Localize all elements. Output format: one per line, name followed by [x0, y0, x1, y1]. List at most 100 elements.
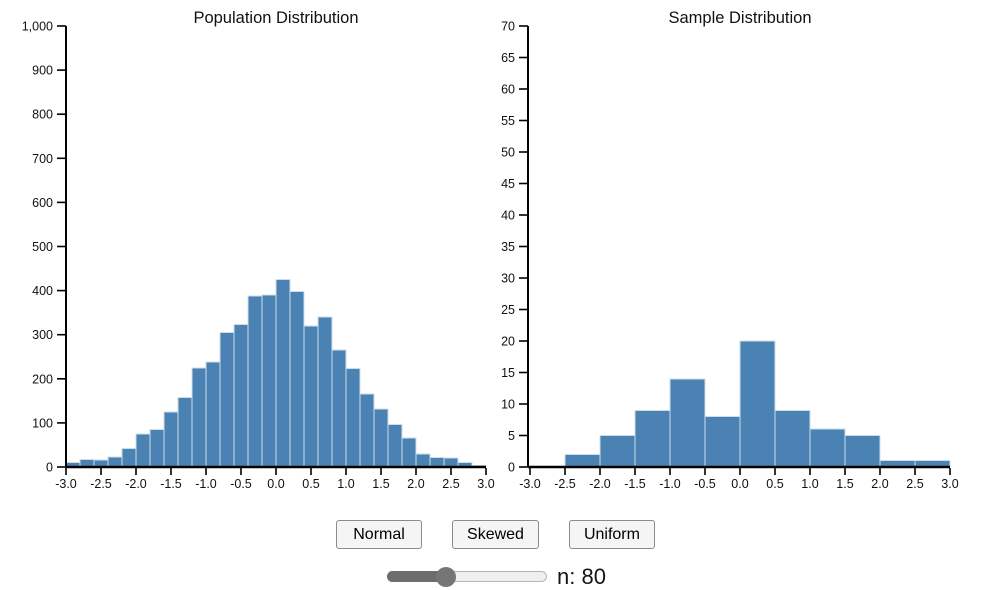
x-tick-label: 1.5	[836, 477, 853, 491]
histogram-bar	[844, 435, 881, 468]
slider-thumb[interactable]	[436, 567, 457, 587]
histogram-bar	[247, 295, 263, 468]
y-tick-label: 500	[32, 240, 53, 254]
charts-canvas: Population Distribution01002003004005006…	[22, 9, 959, 491]
x-tick-label: 0.5	[302, 477, 319, 491]
y-tick-label: 700	[32, 152, 53, 166]
x-tick-label: 2.5	[442, 477, 459, 491]
y-tick-label: 800	[32, 108, 53, 122]
sample-distribution-chart: Sample Distribution 0 5 10 15 20 25 30 35 40 45 50 5…	[501, 9, 959, 491]
uniform-button[interactable]: Uniform	[568, 520, 655, 549]
x-tick-label: 1.0	[337, 477, 354, 491]
histogram-bar	[564, 453, 601, 468]
y-tick-label: 60	[501, 83, 515, 97]
histogram-bar	[289, 291, 305, 468]
distribution-buttons: Normal Skewed Uniform	[0, 520, 991, 549]
histogram-bar	[373, 408, 389, 468]
histogram-bar	[429, 456, 445, 468]
y-tick-label: 20	[501, 335, 515, 349]
y-tick-label: 1,000	[22, 20, 53, 34]
histogram-bar	[669, 378, 706, 468]
y-tick-label: 70	[501, 20, 515, 34]
histogram-bar	[177, 396, 193, 468]
y-tick-label: 50	[501, 146, 515, 160]
histogram-bar	[303, 325, 319, 468]
y-tick-label: 300	[32, 328, 53, 342]
x-tick-label: 2.0	[407, 477, 424, 491]
y-tick-label: 900	[32, 64, 53, 78]
x-tick-label: -2.5	[90, 477, 112, 491]
y-tick-label: 55	[501, 114, 515, 128]
y-tick-label: 25	[501, 303, 515, 317]
histogram-bar	[191, 367, 207, 468]
histogram-bar	[345, 368, 361, 468]
population-distribution-chart: Population Distribution 0 100 200 300 400 500 6…	[22, 9, 495, 491]
histogram-bar	[261, 294, 277, 468]
histogram-bar	[135, 433, 151, 468]
histogram-bar	[599, 435, 636, 468]
sample-size-label: n: 80	[557, 564, 606, 589]
histogram-bar	[205, 361, 221, 468]
x-tick-label: -1.5	[624, 477, 646, 491]
histogram-bar	[387, 424, 403, 468]
y-tick-label: 600	[32, 196, 53, 210]
y-tick-label: 10	[501, 398, 515, 412]
histogram-bar	[233, 324, 249, 468]
y-tick-label: 45	[501, 177, 515, 191]
slider-fill	[387, 571, 447, 582]
x-tick-label: -1.0	[659, 477, 681, 491]
x-tick-label: -2.0	[125, 477, 147, 491]
chart-title: Sample Distribution	[668, 9, 811, 27]
skewed-button[interactable]: Skewed	[452, 520, 539, 549]
histogram-bar	[317, 316, 333, 468]
x-tick-label: -1.5	[160, 477, 182, 491]
histogram-bar	[634, 409, 671, 468]
y-tick-label: 30	[501, 272, 515, 286]
histogram-bar	[359, 393, 375, 468]
x-tick-label: -2.0	[589, 477, 611, 491]
histogram-bar	[739, 340, 776, 468]
y-tick-label: 65	[501, 51, 515, 65]
x-tick-label: -0.5	[694, 477, 716, 491]
sample-size-slider[interactable]	[387, 566, 547, 588]
x-tick-label: -1.0	[195, 477, 217, 491]
x-tick-label: 3.0	[477, 477, 494, 491]
histogram-bar	[163, 411, 179, 468]
y-tick-label: 0	[46, 461, 53, 475]
histogram-bar	[774, 409, 811, 468]
histogram-bar	[704, 416, 741, 468]
x-tick-label: -0.5	[230, 477, 252, 491]
x-tick-label: 1.0	[801, 477, 818, 491]
sample-size-control: n: 80	[387, 564, 606, 589]
x-tick-label: 0.5	[766, 477, 783, 491]
histogram-bar	[401, 437, 417, 468]
histogram-bar	[149, 429, 165, 468]
y-tick-label: 100	[32, 416, 53, 430]
x-tick-label: 2.0	[871, 477, 888, 491]
y-tick-label: 15	[501, 366, 515, 380]
histogram-bar	[415, 453, 431, 468]
y-tick-label: 35	[501, 240, 515, 254]
x-tick-label: -3.0	[519, 477, 541, 491]
x-tick-label: 0.0	[731, 477, 748, 491]
y-tick-label: 5	[508, 429, 515, 443]
histogram-bar	[331, 349, 347, 468]
histogram-bar	[107, 456, 123, 468]
x-tick-label: -3.0	[55, 477, 77, 491]
histogram-bar	[121, 448, 137, 468]
x-tick-label: 3.0	[941, 477, 958, 491]
chart-title: Population Distribution	[193, 9, 358, 27]
y-tick-label: 0	[508, 461, 515, 475]
y-tick-label: 40	[501, 209, 515, 223]
x-tick-label: 0.0	[267, 477, 284, 491]
x-tick-label: -2.5	[554, 477, 576, 491]
x-tick-label: 1.5	[372, 477, 389, 491]
y-tick-label: 400	[32, 284, 53, 298]
histogram-bar	[275, 279, 291, 468]
normal-button[interactable]: Normal	[336, 520, 423, 549]
histogram-bar	[809, 428, 846, 468]
x-tick-label: 2.5	[906, 477, 923, 491]
histogram-bar	[219, 332, 235, 468]
histogram-bar	[443, 457, 459, 468]
